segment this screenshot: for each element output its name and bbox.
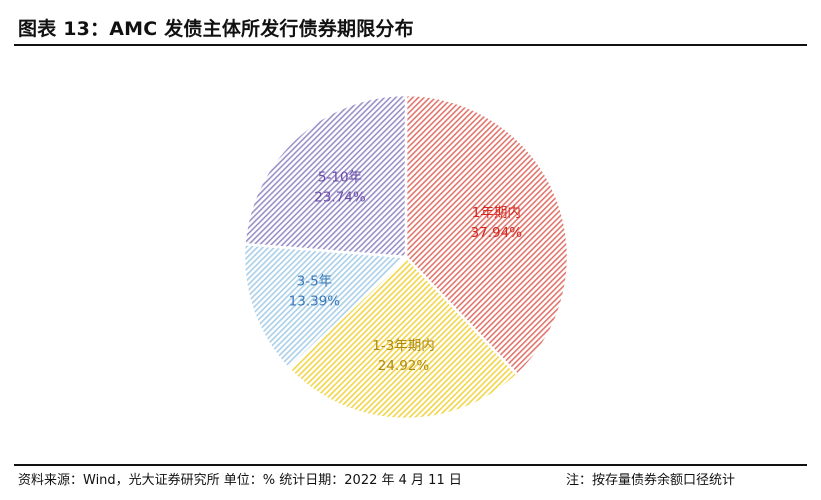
- footer: 资料来源：Wind，光大证券研究所 单位：% 统计日期：2022 年 4 月 1…: [18, 469, 808, 488]
- pie-slice-1: [404, 93, 570, 377]
- slice-category-label: 5-10年: [318, 170, 362, 186]
- pie-slice-2: [287, 255, 520, 421]
- pie-slice-4: [243, 93, 408, 259]
- footer-divider: [14, 464, 807, 466]
- slice-value-label: 24.92%: [378, 358, 430, 374]
- slice-value-label: 13.39%: [289, 294, 341, 310]
- slice-value-label: 23.74%: [314, 190, 366, 206]
- slice-category-label: 1-3年期内: [372, 338, 435, 354]
- title-divider: [14, 44, 807, 46]
- statistics-note: 注：按存量债券余额口径统计: [566, 473, 736, 488]
- source-note: 资料来源：Wind，光大证券研究所 单位：% 统计日期：2022 年 4 月 1…: [18, 473, 462, 488]
- slice-category-label: 1年期内: [472, 205, 521, 221]
- slice-category-label: 3-5年: [297, 274, 333, 290]
- pie-slice-3: [242, 242, 409, 371]
- slice-value-label: 37.94%: [471, 225, 523, 241]
- chart-title: 图表 13：AMC 发债主体所发行债券期限分布: [18, 18, 414, 40]
